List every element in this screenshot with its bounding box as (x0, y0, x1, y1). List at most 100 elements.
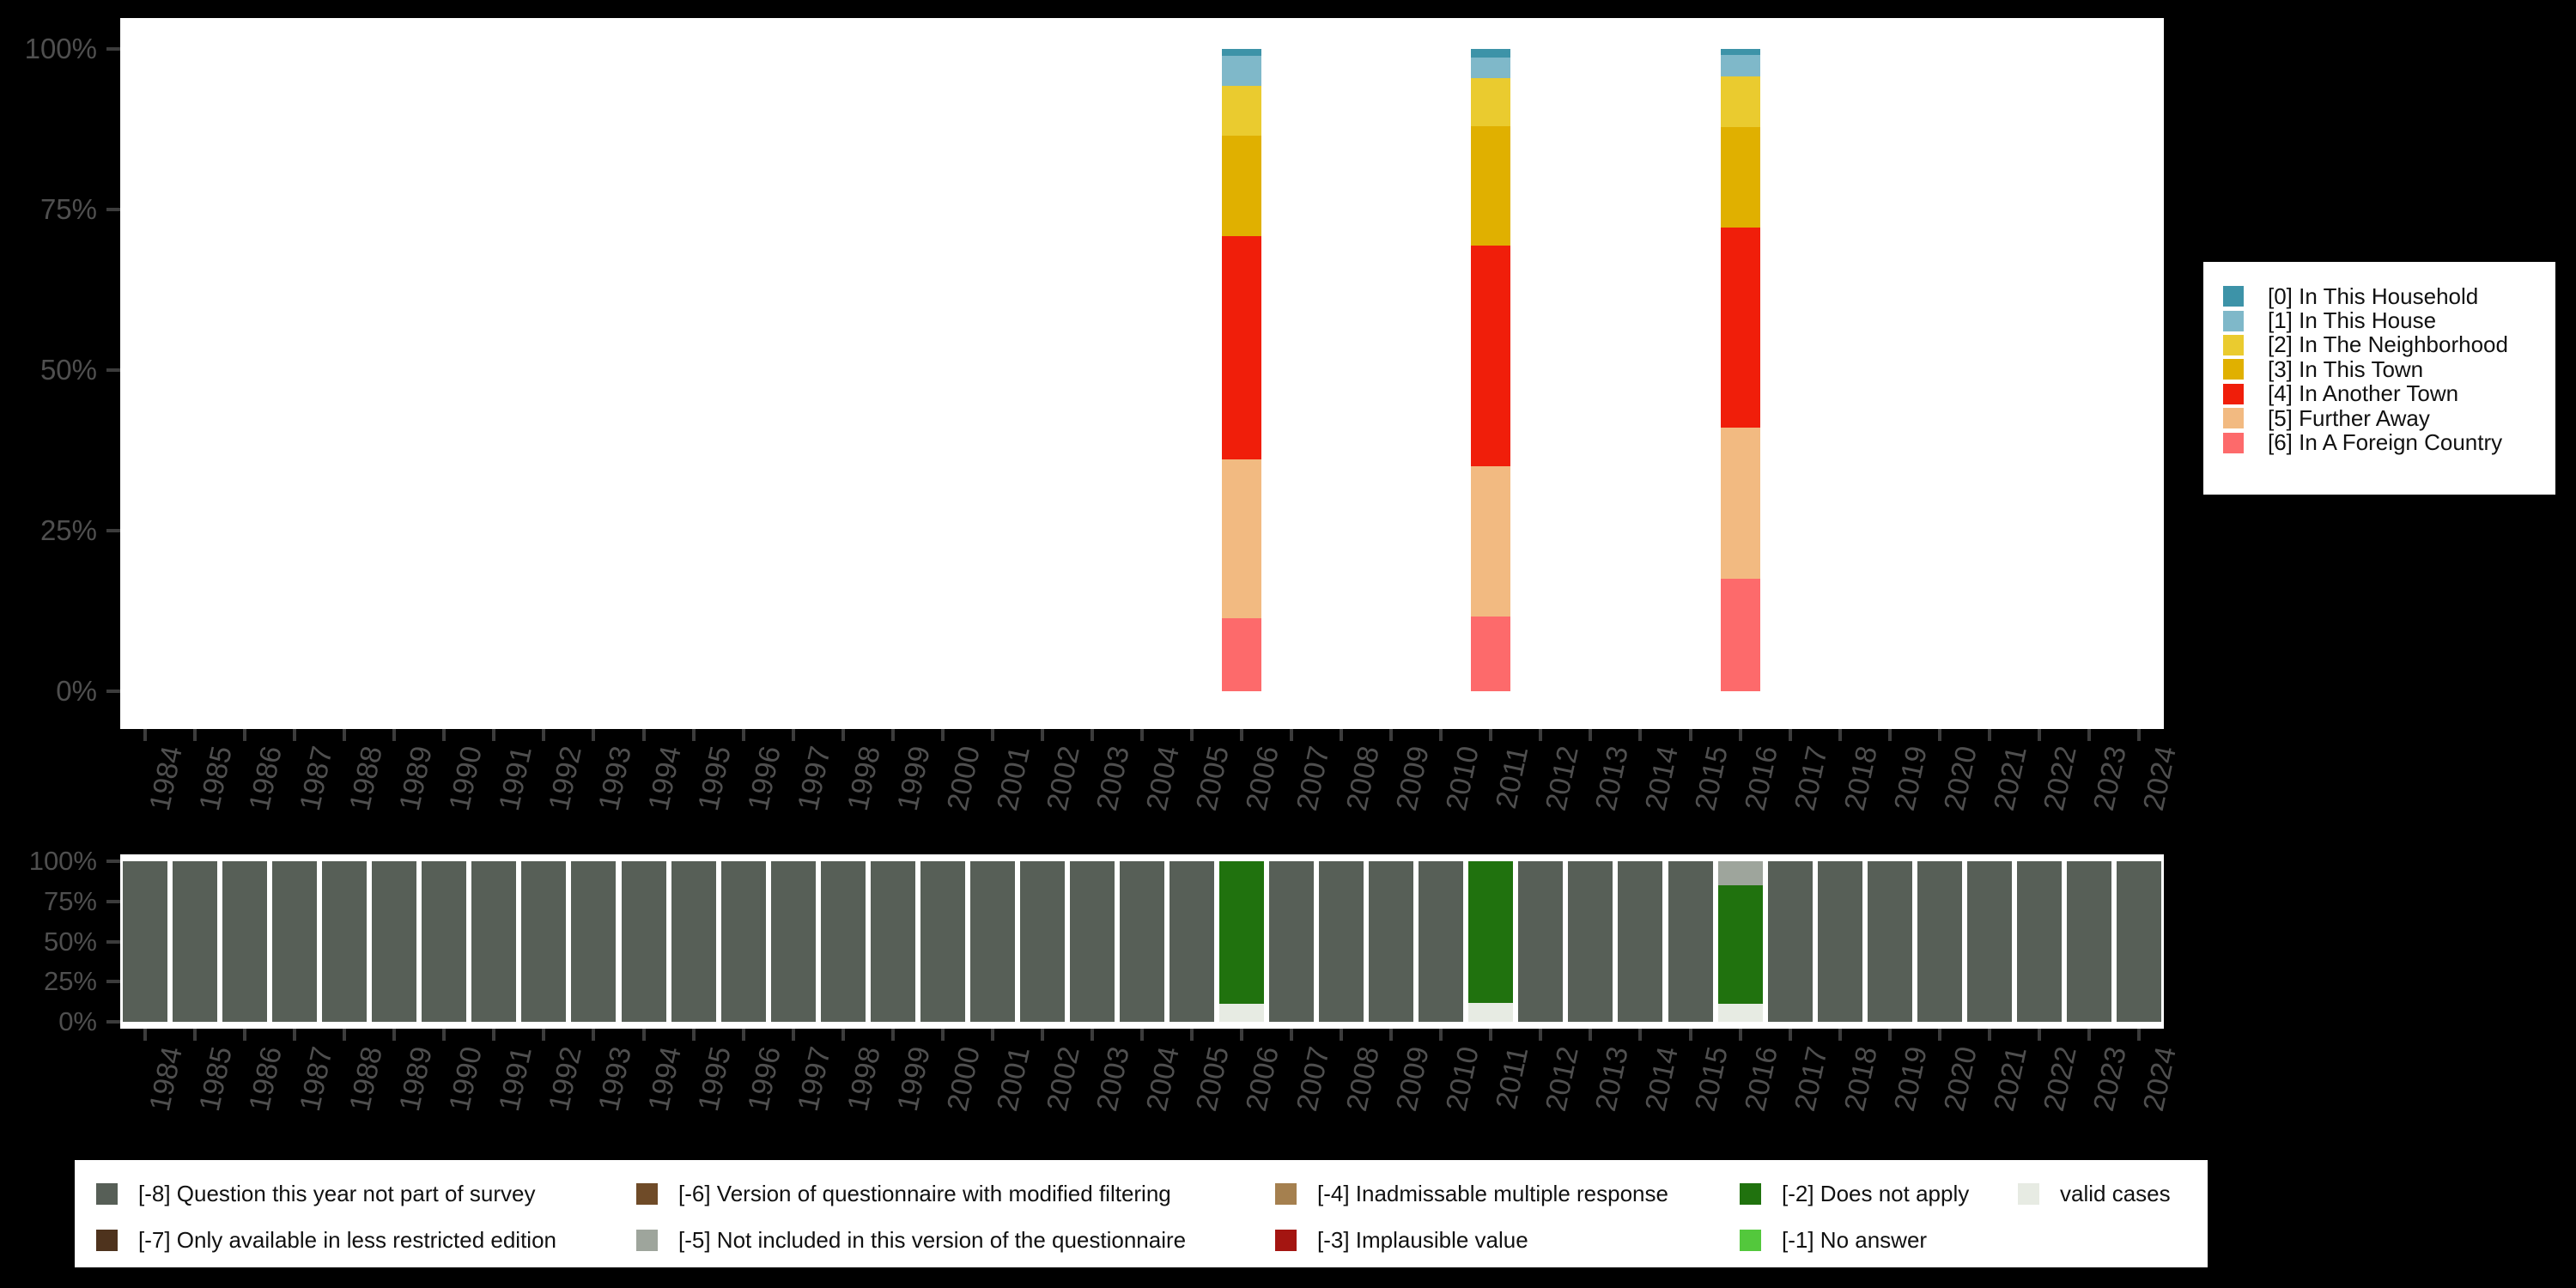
bar-segment-m8 (521, 861, 567, 1022)
x-axis-tick (1040, 1029, 1044, 1041)
bar-segment-m8 (272, 861, 318, 1022)
x-axis-tick (2087, 1029, 2091, 1041)
y-axis-tick-label: 50% (39, 353, 97, 386)
x-axis-year-label: 2017 (1788, 1043, 1834, 1115)
x-axis-year-label: 1993 (592, 1043, 638, 1115)
legend-label: [-1] No answer (1782, 1227, 1928, 1253)
legend-item: [1] In This House (2223, 307, 2555, 333)
x-axis-year-label: 2006 (1240, 743, 1286, 814)
x-axis-tick (392, 729, 397, 741)
x-axis-tick (1190, 1029, 1194, 1041)
x-axis-year-label: 1984 (143, 1043, 190, 1115)
bar-segment-m8 (1668, 861, 1713, 1022)
legend-label: [-2] Does not apply (1782, 1181, 1970, 1206)
bar-segment-c1 (1720, 54, 1760, 77)
x-axis-year-label: 2007 (1290, 743, 1336, 814)
stacked-bar-2021 (1966, 861, 2012, 1022)
x-axis-tick (193, 729, 197, 741)
bar-segment-c1 (1222, 56, 1262, 87)
y-axis-tick (106, 368, 120, 372)
bar-segment-m8 (1369, 861, 1414, 1022)
x-axis-year-label: 1989 (392, 743, 439, 814)
bar-segment-m8 (1170, 861, 1215, 1022)
x-axis-year-label: 1996 (741, 743, 787, 814)
legend-label: [-3] Implausible value (1317, 1227, 1528, 1253)
legend-label: [-6] Version of questionnaire with modif… (678, 1181, 1171, 1206)
legend-item: [-1] No answer (1740, 1227, 1927, 1254)
bar-segment-c4 (1471, 245, 1511, 467)
bar-segment-m8 (720, 861, 766, 1022)
legend-swatch (636, 1230, 658, 1251)
stacked-bar-2010 (1419, 861, 1464, 1022)
x-axis-tick (1838, 1029, 1842, 1041)
bar-segment-c5 (1222, 459, 1262, 618)
x-axis-year-label: 2002 (1041, 1043, 1087, 1115)
bar-segment-m8 (1618, 861, 1663, 1022)
x-axis-tick (1340, 729, 1344, 741)
x-axis-tick (2037, 729, 2041, 741)
x-axis-tick (1688, 1029, 1692, 1041)
stacked-bar-1988 (322, 861, 368, 1022)
bar-segment-m8 (1767, 861, 1813, 1022)
x-axis-year-label: 2001 (991, 1043, 1037, 1115)
x-axis-tick (1788, 729, 1792, 741)
bar-segment-c0 (1471, 49, 1511, 58)
x-axis-year-label: 1992 (542, 1043, 588, 1115)
stacked-bar-1987 (272, 861, 318, 1022)
bar-segment-m8 (571, 861, 617, 1022)
x-axis-year-label: 1985 (193, 1043, 240, 1115)
legend-swatch (1740, 1230, 1761, 1251)
legend-item: [3] In This Town (2223, 356, 2555, 382)
x-axis-tick (841, 1029, 845, 1041)
x-axis-tick (143, 729, 148, 741)
legend-swatch (2223, 310, 2244, 331)
x-axis-tick (1240, 729, 1244, 741)
y-axis-tick (106, 860, 120, 863)
x-axis-year-label: 2018 (1838, 1043, 1884, 1115)
legend-swatch (2018, 1183, 2039, 1205)
stacked-bar-1984 (123, 861, 168, 1022)
legend-label: [2] In The Neighborhood (2268, 331, 2508, 358)
bar-segment-m8 (1120, 861, 1164, 1022)
bar-segment-m8 (322, 861, 368, 1022)
y-axis-tick-label: 25% (43, 965, 97, 996)
stacked-bar-2001 (969, 861, 1015, 1022)
bar-segment-c3 (1471, 126, 1511, 246)
x-axis-tick (641, 1029, 646, 1041)
x-axis-year-label: 2009 (1389, 1043, 1436, 1115)
y-axis-tick (106, 900, 120, 903)
bar-segment-m8 (422, 861, 467, 1022)
x-axis-year-label: 2005 (1190, 743, 1236, 814)
x-axis-year-label: 1988 (343, 743, 389, 814)
bar-segment-m8 (222, 861, 268, 1022)
x-axis-tick (791, 729, 795, 741)
legend-label: [6] In A Foreign Country (2268, 429, 2503, 456)
x-axis-year-label: 2024 (2137, 743, 2184, 814)
bar-segment-c4 (1720, 227, 1760, 428)
x-axis-tick (1140, 729, 1144, 741)
bar-segment-c3 (1222, 135, 1262, 236)
x-axis-year-label: 1991 (492, 743, 538, 814)
stacked-bar-1985 (173, 861, 218, 1022)
x-axis-tick (890, 1029, 895, 1041)
x-axis-tick (841, 729, 845, 741)
x-axis-tick (1638, 729, 1643, 741)
stacked-bar-2024 (2116, 861, 2161, 1022)
x-axis-year-label: 1998 (841, 743, 887, 814)
bar-segment-m8 (1568, 861, 1613, 1022)
stacked-bar-2019 (1867, 861, 1912, 1022)
x-axis-tick (1589, 729, 1593, 741)
x-axis-year-label: 2019 (1888, 743, 1934, 814)
y-axis-tick-label: 75% (43, 885, 97, 916)
x-axis-tick (1290, 1029, 1294, 1041)
x-axis-year-label: 2023 (2087, 743, 2134, 814)
bar-segment-c6 (1222, 617, 1262, 691)
bar-segment-m8 (1966, 861, 2012, 1022)
y-axis-tick (106, 1020, 120, 1024)
x-axis-tick (1090, 1029, 1094, 1041)
stacked-bar-1999 (870, 861, 915, 1022)
x-axis-tick (1389, 729, 1394, 741)
x-axis-year-label: 2013 (1589, 743, 1635, 814)
stacked-bar-2016 (1720, 49, 1760, 691)
stacked-bar-2017 (1767, 861, 1813, 1022)
